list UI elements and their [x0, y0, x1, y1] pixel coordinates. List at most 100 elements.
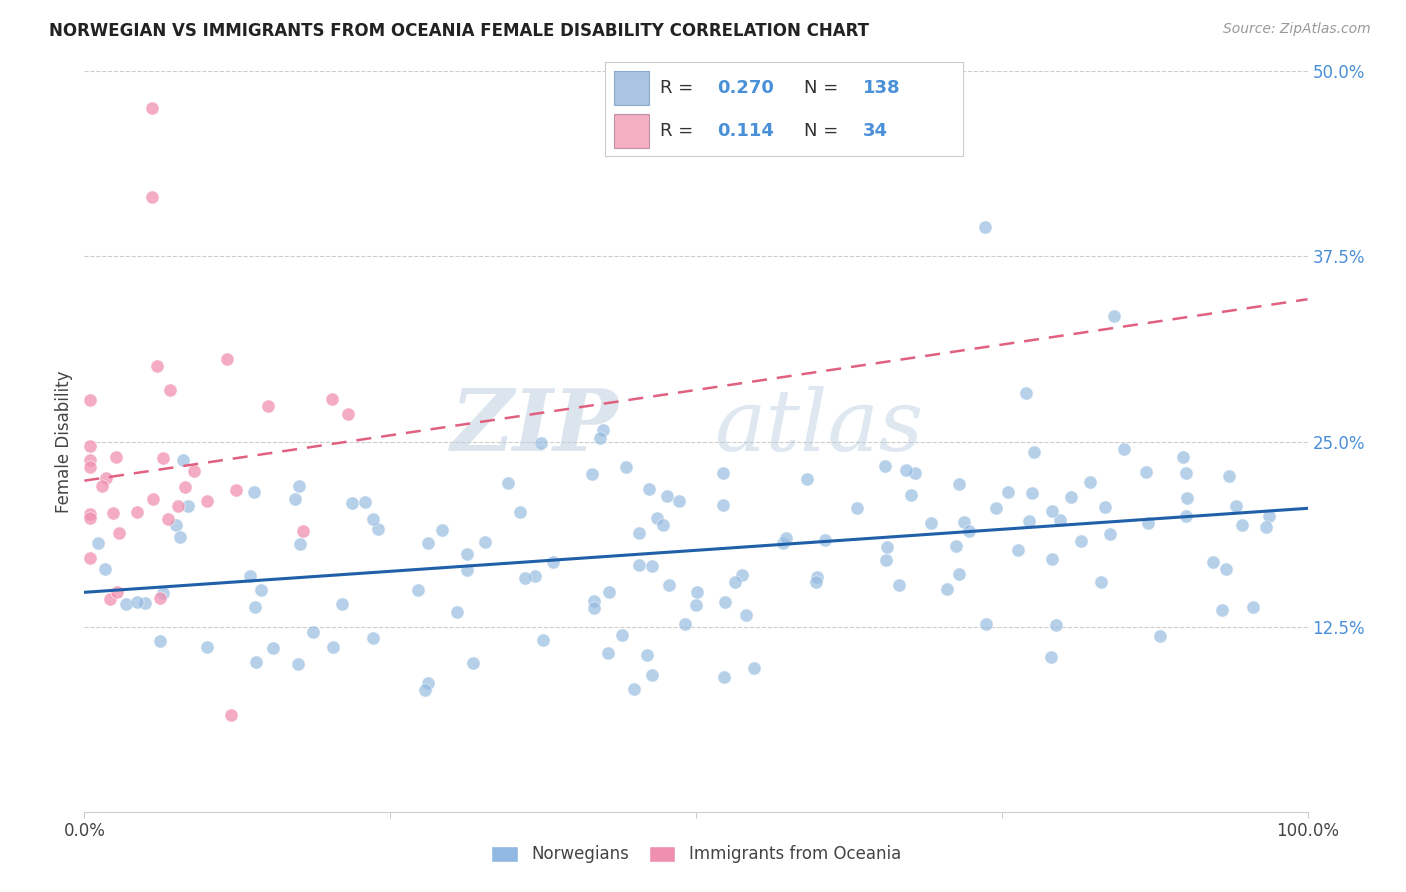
Text: 0.114: 0.114 [717, 122, 775, 140]
Point [242, 484, 264, 499]
Point [513, 571, 536, 585]
Point [596, 647, 619, 661]
Point [219, 708, 242, 723]
Point [1014, 386, 1036, 401]
Point [623, 681, 645, 696]
Point [524, 569, 547, 583]
Point [91, 478, 114, 492]
Point [658, 577, 681, 591]
Point [997, 485, 1019, 500]
Point [1094, 500, 1116, 514]
Point [256, 400, 278, 414]
Point [245, 655, 267, 669]
Point [149, 591, 172, 605]
Point [1258, 509, 1281, 524]
Point [415, 683, 437, 698]
Point [149, 633, 172, 648]
Point [330, 597, 353, 611]
Point [673, 617, 696, 632]
Point [416, 676, 439, 690]
Point [416, 536, 439, 550]
Point [322, 640, 344, 654]
Point [775, 531, 797, 545]
Point [948, 566, 970, 581]
Point [79, 439, 101, 453]
Point [79, 510, 101, 524]
Text: 0.270: 0.270 [717, 78, 775, 96]
Point [655, 490, 678, 504]
Point [1241, 599, 1264, 614]
Point [686, 585, 709, 599]
Point [79, 459, 101, 474]
Point [734, 608, 756, 623]
Point [637, 482, 659, 496]
Point [814, 533, 837, 548]
Point [876, 540, 898, 554]
Point [953, 515, 976, 529]
Point [217, 351, 239, 366]
Point [1225, 499, 1247, 513]
Point [146, 359, 169, 373]
Point [174, 480, 197, 494]
Point [1060, 490, 1083, 504]
Point [598, 584, 620, 599]
Point [640, 668, 662, 682]
Point [134, 596, 156, 610]
Text: Source: ZipAtlas.com: Source: ZipAtlas.com [1223, 22, 1371, 37]
Point [1021, 486, 1043, 500]
Point [936, 582, 959, 597]
Point [796, 472, 818, 486]
Point [183, 464, 205, 478]
Text: 138: 138 [863, 78, 900, 96]
Point [1024, 445, 1046, 459]
Point [714, 595, 737, 609]
Point [79, 392, 101, 407]
Text: N =: N = [804, 78, 844, 96]
Point [1175, 466, 1198, 480]
Point [636, 648, 658, 663]
Point [647, 511, 669, 525]
Point [288, 537, 311, 551]
Point [627, 526, 650, 541]
Point [614, 459, 637, 474]
Point [887, 578, 910, 592]
Point [361, 511, 384, 525]
Point [225, 483, 247, 497]
Point [875, 552, 897, 566]
Point [167, 500, 190, 514]
Point [79, 551, 101, 566]
Point [920, 516, 942, 531]
Point [1230, 518, 1253, 533]
Point [367, 522, 389, 536]
Point [177, 499, 200, 513]
Point [1090, 574, 1112, 589]
Point [628, 558, 651, 572]
Point [105, 585, 128, 599]
Point [1254, 519, 1277, 533]
Point [361, 632, 384, 646]
Point [1045, 618, 1067, 632]
Point [408, 582, 430, 597]
Point [772, 536, 794, 550]
Point [509, 505, 531, 519]
Point [291, 524, 314, 538]
Point [156, 511, 179, 525]
Point [141, 102, 163, 116]
Point [945, 539, 967, 553]
Point [1102, 309, 1125, 323]
Bar [613, 114, 650, 148]
Text: ZIP: ZIP [451, 385, 619, 468]
Point [894, 463, 917, 477]
Point [1018, 514, 1040, 528]
Point [456, 547, 478, 561]
Point [461, 657, 484, 671]
Point [1202, 555, 1225, 569]
Point [713, 670, 735, 684]
Text: NORWEGIAN VS IMMIGRANTS FROM OCEANIA FEMALE DISABILITY CORRELATION CHART: NORWEGIAN VS IMMIGRANTS FROM OCEANIA FEM… [49, 22, 869, 40]
Point [152, 451, 174, 466]
Point [141, 190, 163, 204]
Point [1215, 562, 1237, 576]
Point [1175, 491, 1198, 505]
Point [1040, 503, 1063, 517]
Point [456, 563, 478, 577]
